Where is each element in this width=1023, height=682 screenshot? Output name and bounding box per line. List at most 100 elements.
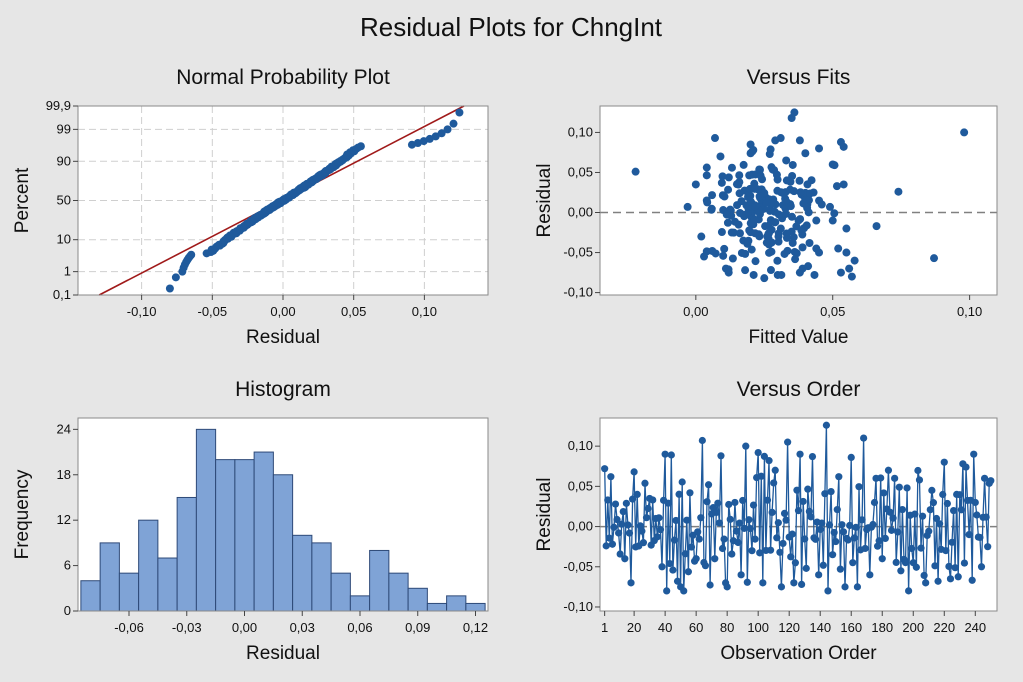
histogram-y-axis-label: Frequency xyxy=(12,469,33,559)
versus-order-x-tick-label: 140 xyxy=(809,620,831,635)
versus-fits-point xyxy=(755,165,764,174)
versus-order-point xyxy=(932,514,941,523)
normal-probability-plot-y-tick-label: 10 xyxy=(57,232,71,247)
versus-order-point xyxy=(780,509,789,518)
versus-order-point xyxy=(734,538,742,547)
versus-fits-point xyxy=(735,171,744,180)
versus-order-point xyxy=(901,558,910,567)
versus-order-point xyxy=(608,540,617,548)
versus-fits-x-tick-label: 0,05 xyxy=(820,304,845,319)
versus-order-point xyxy=(773,534,781,542)
versus-order-point xyxy=(957,506,965,514)
versus-order-y-tick-label: 0,10 xyxy=(568,438,593,453)
versus-fits-point xyxy=(745,171,754,180)
versus-order-point xyxy=(790,579,798,587)
versus-fits-x-tick-label: 0,10 xyxy=(957,304,982,319)
normal-probability-plot-title: Normal Probability Plot xyxy=(176,66,390,89)
versus-order-point xyxy=(718,544,727,553)
versus-order-point xyxy=(703,498,711,506)
versus-order-point xyxy=(917,544,925,552)
versus-order-y-tick-label: -0,05 xyxy=(563,559,593,574)
versus-fits-point xyxy=(804,262,813,271)
versus-order-point xyxy=(895,483,903,491)
versus-order-point xyxy=(681,550,689,558)
versus-fits-y-tick-label: -0,05 xyxy=(563,245,593,260)
versus-order-point xyxy=(601,465,609,473)
versus-fits-point xyxy=(724,265,733,274)
versus-order-point xyxy=(908,544,916,553)
histogram-y-tick-label: 12 xyxy=(57,512,71,527)
versus-order-point xyxy=(922,579,930,587)
versus-fits-point xyxy=(797,226,806,235)
normal-probability-plot-x-tick-label: -0,05 xyxy=(197,304,227,319)
versus-order-point xyxy=(740,524,748,532)
versus-order-point xyxy=(830,528,838,537)
versus-order-point xyxy=(839,528,848,536)
versus-order-point xyxy=(931,562,939,570)
versus-order-point xyxy=(903,484,911,492)
versus-fits-point xyxy=(723,218,732,227)
versus-order-point xyxy=(754,448,762,457)
histogram-x-tick-label: 0,06 xyxy=(347,620,372,635)
versus-order-point xyxy=(619,507,627,516)
histogram-bar xyxy=(234,459,255,612)
versus-order-point xyxy=(977,563,986,571)
versus-order-point xyxy=(627,579,635,587)
histogram-x-tick-label: 0,00 xyxy=(232,620,257,635)
versus-order-point xyxy=(943,499,951,508)
versus-order-x-tick-label: 100 xyxy=(747,620,769,635)
versus-order-point xyxy=(794,507,803,515)
versus-order-point xyxy=(649,496,657,504)
versus-order-point xyxy=(801,535,809,543)
versus-order-point xyxy=(987,477,995,485)
versus-order-point xyxy=(739,496,747,505)
versus-order-point xyxy=(616,550,624,558)
versus-order-point xyxy=(905,587,913,595)
versus-order-point xyxy=(720,535,728,543)
versus-fits-point xyxy=(774,232,783,241)
versus-fits-point xyxy=(850,256,859,265)
versus-fits-point xyxy=(755,192,764,201)
normal-probability-plot-point xyxy=(443,125,452,134)
versus-order-point xyxy=(829,551,837,559)
versus-order-point xyxy=(929,499,938,507)
versus-order-point xyxy=(745,516,753,524)
versus-order-point xyxy=(982,513,990,521)
versus-order-point xyxy=(818,519,826,527)
histogram-bar xyxy=(99,542,120,612)
versus-order-point xyxy=(787,553,795,561)
versus-order-point xyxy=(833,505,841,514)
versus-order-point xyxy=(784,438,792,446)
versus-fits-point xyxy=(815,196,824,205)
normal-probability-plot-x-axis-label: Residual xyxy=(246,327,320,348)
versus-order-point xyxy=(698,436,706,445)
versus-order-point xyxy=(622,499,630,507)
versus-order-point xyxy=(886,508,894,516)
versus-order-point xyxy=(844,536,852,544)
histogram-bar xyxy=(407,587,428,612)
histogram-bar xyxy=(426,602,448,612)
versus-fits-title: Versus Fits xyxy=(747,66,851,89)
versus-order-point xyxy=(936,520,944,528)
versus-order-point xyxy=(852,523,860,531)
versus-fits-point xyxy=(769,195,778,204)
versus-fits-point xyxy=(795,136,804,145)
versus-fits-point xyxy=(801,149,810,158)
versus-order-y-tick-label: 0,05 xyxy=(568,478,593,493)
versus-fits-point xyxy=(766,266,775,275)
versus-order-point xyxy=(663,587,671,595)
normal-probability-plot-point xyxy=(437,129,446,138)
versus-order-point xyxy=(898,505,907,514)
versus-fits-point xyxy=(790,247,799,256)
normal-probability-plot-x-tick-label: 0,05 xyxy=(341,304,366,319)
versus-order-point xyxy=(656,526,665,534)
versus-order-point xyxy=(686,489,694,497)
versus-fits-point xyxy=(691,180,700,189)
versus-order-point xyxy=(666,559,674,568)
versus-fits-plot-area xyxy=(600,106,997,295)
versus-order-point xyxy=(855,483,863,491)
versus-order-point xyxy=(946,575,955,583)
versus-fits-point xyxy=(839,142,848,151)
normal-probability-plot-point xyxy=(455,108,464,117)
versus-order-point xyxy=(796,450,804,458)
